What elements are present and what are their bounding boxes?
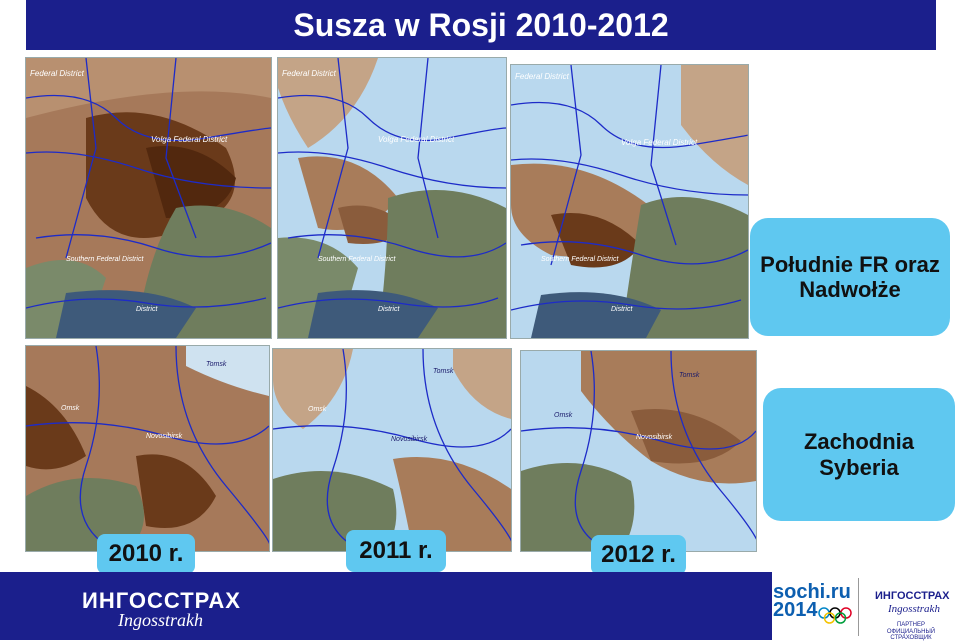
map-label-omsk: Omsk xyxy=(308,406,327,413)
map-label-tomsk: Tomsk xyxy=(679,372,700,379)
map-label-omsk: Omsk xyxy=(554,412,573,419)
ingosstrakh-small-logo-script: Ingosstrakh xyxy=(888,603,940,615)
footer-divider xyxy=(858,578,859,636)
map-south-2012: Federal District Volga Federal District … xyxy=(510,64,749,339)
partner-caption-line2: ОФИЦИАЛЬНЫЙ СТРАХОВЩИК xyxy=(886,628,936,642)
ingosstrakh-small-logo: ИНГОССТРАХ xyxy=(875,590,950,602)
region-siberia-line2: Syberia xyxy=(819,454,899,480)
partner-caption-line1: ПАРТНЕР xyxy=(896,622,926,628)
olympic-rings-icon xyxy=(818,607,852,624)
partner-caption: ПАРТНЕР ОФИЦИАЛЬНЫЙ СТРАХОВЩИК xyxy=(866,622,956,642)
map-label-district: District xyxy=(136,306,158,313)
year-label-2010: 2010 r. xyxy=(97,534,195,574)
map-label-novosibirsk: Novosibirsk xyxy=(391,436,428,443)
map-label-volga: Volga Federal District xyxy=(151,135,228,144)
region-south-box: Południe FR oraz Nadwołże xyxy=(750,218,950,336)
sochi-logo-year: 2014 xyxy=(773,599,818,621)
map-label-tomsk: Tomsk xyxy=(433,368,454,375)
map-siberia-2012: Tomsk Omsk Novosibirsk xyxy=(520,350,757,552)
map-label-district: District xyxy=(611,306,633,313)
map-label-novosibirsk: Novosibirsk xyxy=(146,433,183,440)
map-label-omsk: Omsk xyxy=(61,405,80,412)
map-label-district: District xyxy=(378,306,400,313)
map-label-volga: Volga Federal District xyxy=(621,138,698,147)
map-siberia-2011: Tomsk Omsk Novosibirsk xyxy=(272,348,512,552)
ingosstrakh-logo: ИНГОССТРАХ xyxy=(82,588,241,613)
region-siberia-box: Zachodnia Syberia xyxy=(763,388,955,521)
region-south-line2: Nadwołże xyxy=(799,277,901,302)
map-label-novosibirsk: Novosibirsk xyxy=(636,434,673,441)
map-south-2010: Federal District Volga Federal District … xyxy=(25,57,272,339)
map-label-volga: Volga Federal District xyxy=(378,135,455,144)
sochi-logo: sochi.ru 2014 xyxy=(773,581,851,621)
region-south-line1: Południe FR oraz xyxy=(760,251,940,277)
footer-bar xyxy=(0,572,772,640)
map-south-2011: Federal District Volga Federal District … xyxy=(277,57,507,339)
slide-title: Susza w Rosji 2010-2012 xyxy=(26,0,936,50)
map-label-southern: Southern Federal District xyxy=(66,256,144,263)
map-label-tomsk: Tomsk xyxy=(206,361,227,368)
map-label-fed: Federal District xyxy=(515,72,570,81)
sochi-logo-text: sochi.ru xyxy=(773,581,851,603)
year-label-2012: 2012 r. xyxy=(591,535,686,575)
map-label-fed: Federal District xyxy=(30,69,85,78)
map-siberia-2010: Tomsk Omsk Novosibirsk xyxy=(25,345,270,552)
map-label-southern: Southern Federal District xyxy=(318,256,396,263)
footer-sponsor-area xyxy=(772,572,960,640)
map-label-fed: Federal District xyxy=(282,69,337,78)
region-siberia-line1: Zachodnia xyxy=(803,429,914,455)
ingosstrakh-logo-script: Ingosstrakh xyxy=(118,610,203,630)
map-label-southern: Southern Federal District xyxy=(541,256,619,263)
year-label-2011: 2011 r. xyxy=(346,530,446,572)
